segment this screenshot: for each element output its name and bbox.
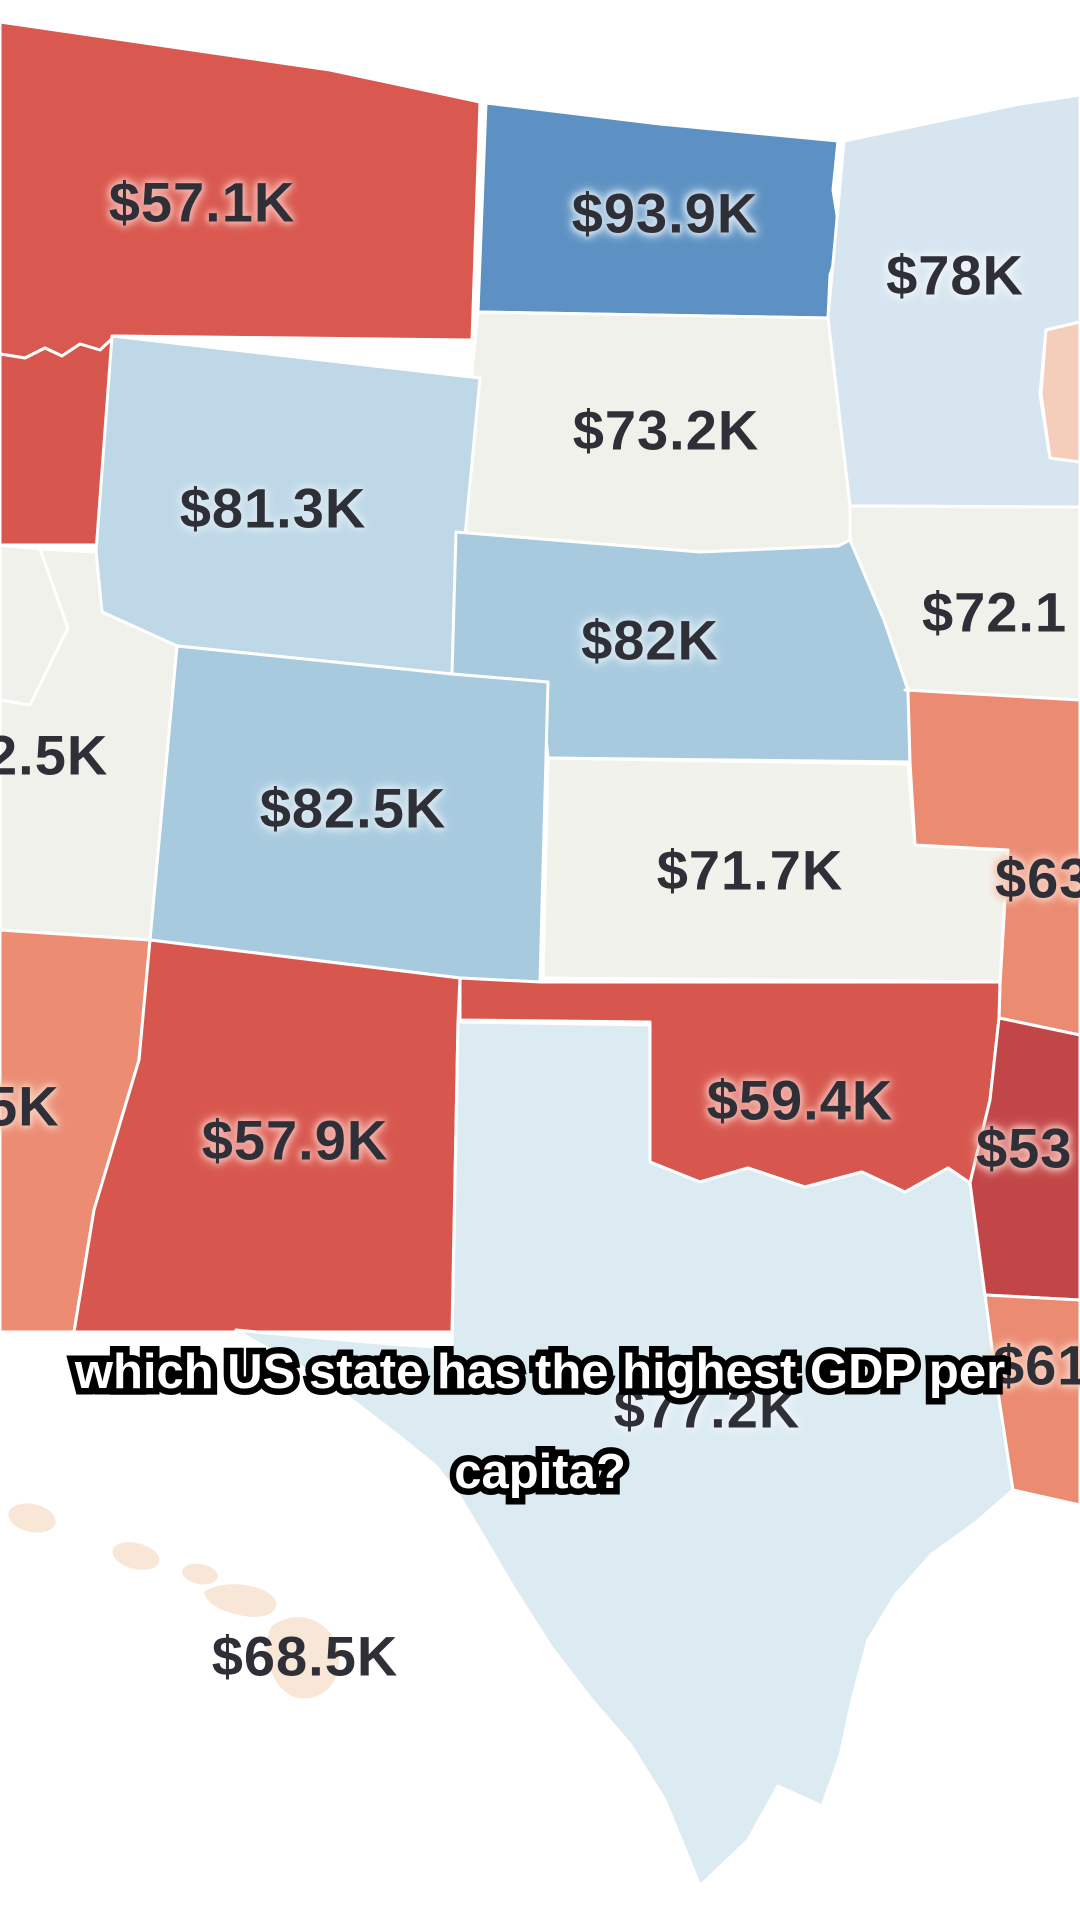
state-wisconsin (1039, 320, 1080, 464)
label-colorado: $82.5K (259, 776, 447, 840)
label-utah: 2.5K (0, 723, 109, 787)
state-louisiana (983, 1293, 1080, 1507)
label-arizona: 5K (0, 1074, 60, 1138)
label-arkansas: $53 (976, 1116, 1073, 1180)
label-nebraska: $82K (581, 608, 719, 672)
label-new-mexico: $57.9K (201, 1108, 389, 1172)
label-oklahoma: $59.4K (706, 1068, 894, 1132)
label-north-dakota: $93.9K (571, 181, 759, 245)
state-hawaii-islands (8, 1503, 339, 1699)
label-texas: $77.2K (613, 1376, 801, 1440)
label-minnesota: $78K (886, 243, 1024, 307)
label-kansas: $71.7K (656, 838, 844, 902)
label-missouri: $63 (995, 846, 1080, 910)
label-hawaii: $68.5K (211, 1624, 399, 1688)
state-idaho (0, 334, 117, 547)
state-missouri (903, 688, 1080, 1037)
label-wyoming: $81.3K (179, 476, 367, 540)
label-south-dakota: $73.2K (572, 398, 760, 462)
label-iowa: $72.1 (922, 580, 1068, 644)
label-louisiana: $61 (993, 1333, 1080, 1397)
state-texas (234, 1020, 1015, 1888)
label-montana: $57.1K (108, 170, 296, 234)
